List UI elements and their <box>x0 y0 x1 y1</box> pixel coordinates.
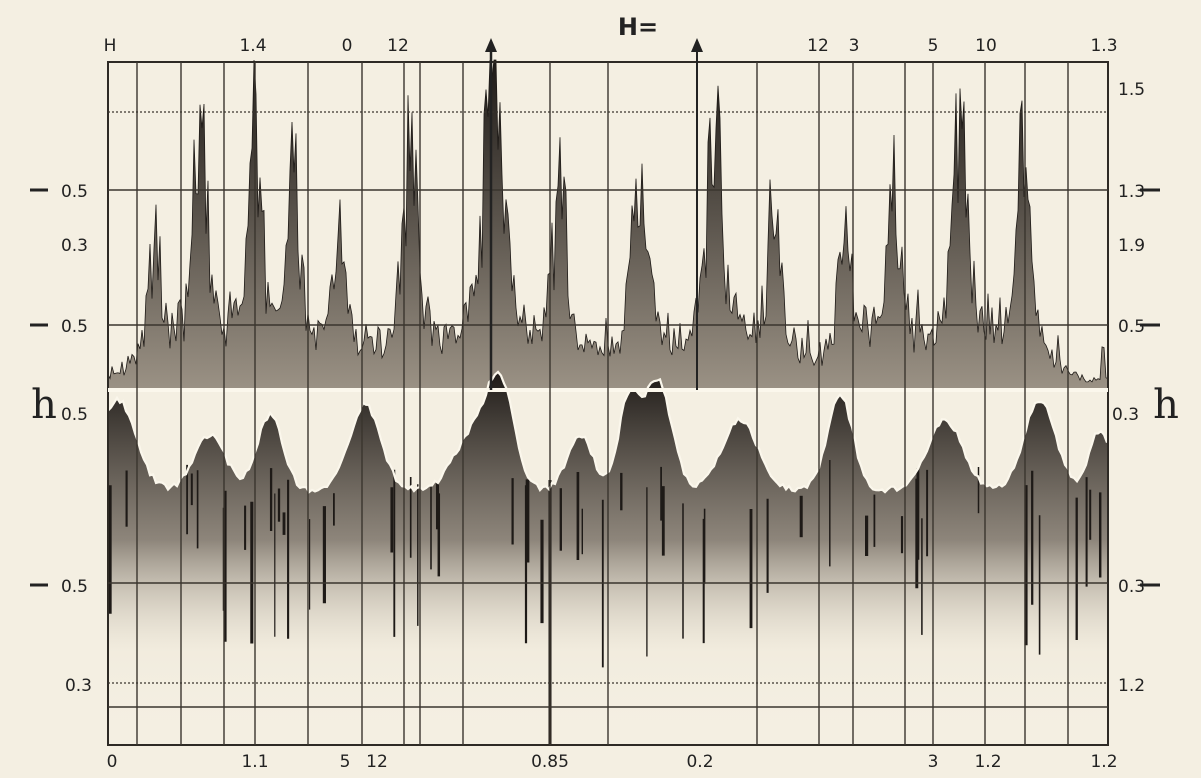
top-label: 12 <box>807 36 829 56</box>
arrows <box>30 38 1160 587</box>
left-label: 0.3 <box>65 676 92 696</box>
top-label: 1.4 <box>239 36 266 56</box>
bottom-label: 0 <box>107 752 118 772</box>
right-label: 1.5 <box>1118 80 1145 100</box>
bottom-label: 5 <box>340 752 351 772</box>
grid <box>107 61 1109 746</box>
bottom-label: 1.1 <box>241 752 268 772</box>
top-label: 5 <box>928 36 939 56</box>
right-label: 0.3 <box>1118 577 1145 597</box>
axis-symbol: h <box>31 382 57 428</box>
left-label: 0.3 <box>61 236 88 256</box>
top-label: H <box>104 36 117 56</box>
bottom-label: 0.2 <box>686 752 713 772</box>
top-label: 12 <box>387 36 409 56</box>
side-marks <box>30 188 1160 587</box>
top-label: 10 <box>975 36 997 56</box>
upper-wave <box>107 59 1109 391</box>
left-label: 0.5 <box>61 405 88 425</box>
title: H= <box>618 13 658 41</box>
bottom-label: 1.2 <box>974 752 1001 772</box>
left-label: 0.5 <box>61 577 88 597</box>
bottom-label: 12 <box>366 752 388 772</box>
bottom-label: 3 <box>928 752 939 772</box>
right-label: 1.9 <box>1118 236 1145 256</box>
axis-symbol: h <box>1153 382 1179 428</box>
bottom-label: 0.85 <box>531 752 569 772</box>
top-label: 1.3 <box>1090 36 1117 56</box>
left-label: 0.5 <box>61 317 88 337</box>
right-label: 0.3 <box>1112 405 1139 425</box>
bottom-label: 1.2 <box>1090 752 1117 772</box>
top-label: 0 <box>342 36 353 56</box>
top-label: 3 <box>849 36 860 56</box>
right-label: 1.3 <box>1118 182 1145 202</box>
right-label: 0.5 <box>1118 317 1145 337</box>
right-label: 1.2 <box>1118 676 1145 696</box>
left-label: 0.5 <box>61 182 88 202</box>
